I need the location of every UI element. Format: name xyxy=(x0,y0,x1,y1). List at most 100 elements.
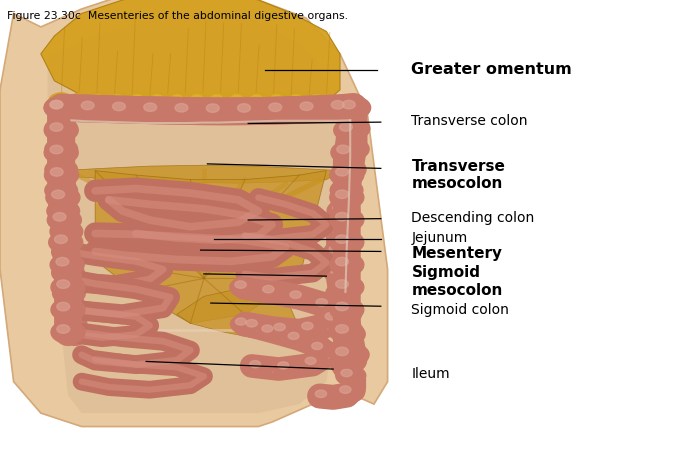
Circle shape xyxy=(51,299,85,321)
Text: Figure 23.30c  Mesenteries of the abdominal digestive organs.: Figure 23.30c Mesenteries of the abdomin… xyxy=(7,11,347,21)
Circle shape xyxy=(296,319,326,339)
Circle shape xyxy=(333,159,366,180)
Circle shape xyxy=(336,257,348,266)
Circle shape xyxy=(331,101,344,109)
Circle shape xyxy=(290,291,301,299)
Circle shape xyxy=(56,257,69,266)
Circle shape xyxy=(81,101,94,110)
Circle shape xyxy=(107,98,141,121)
Circle shape xyxy=(175,104,188,112)
Circle shape xyxy=(44,97,78,119)
Circle shape xyxy=(269,103,282,112)
Circle shape xyxy=(235,281,246,288)
Circle shape xyxy=(333,203,345,212)
Circle shape xyxy=(274,323,286,331)
Circle shape xyxy=(336,235,348,243)
Circle shape xyxy=(50,121,63,129)
Circle shape xyxy=(51,321,85,343)
Circle shape xyxy=(201,101,234,122)
Circle shape xyxy=(338,327,350,335)
Circle shape xyxy=(337,344,369,365)
Circle shape xyxy=(50,163,63,171)
Circle shape xyxy=(47,200,80,222)
Circle shape xyxy=(302,322,313,330)
Circle shape xyxy=(311,295,341,315)
Circle shape xyxy=(207,104,219,112)
Text: Sigmoid
mesocolon: Sigmoid mesocolon xyxy=(411,265,503,298)
Circle shape xyxy=(57,302,70,311)
Circle shape xyxy=(258,282,288,302)
Circle shape xyxy=(336,302,348,311)
Circle shape xyxy=(320,309,350,329)
Circle shape xyxy=(50,145,63,154)
Circle shape xyxy=(50,221,83,242)
Circle shape xyxy=(45,97,78,119)
Circle shape xyxy=(339,123,352,131)
Circle shape xyxy=(336,325,348,333)
Circle shape xyxy=(138,99,172,122)
Circle shape xyxy=(53,212,66,221)
Circle shape xyxy=(50,167,63,176)
Circle shape xyxy=(231,95,242,102)
Circle shape xyxy=(58,286,71,295)
Circle shape xyxy=(56,303,88,325)
Circle shape xyxy=(340,386,351,393)
Circle shape xyxy=(230,277,260,297)
Circle shape xyxy=(269,320,299,340)
Circle shape xyxy=(324,241,356,263)
Circle shape xyxy=(50,101,63,109)
Circle shape xyxy=(330,352,341,360)
Circle shape xyxy=(250,361,260,368)
Circle shape xyxy=(48,209,82,231)
Circle shape xyxy=(268,93,292,109)
Circle shape xyxy=(330,186,364,209)
Circle shape xyxy=(330,276,364,299)
Circle shape xyxy=(57,245,69,253)
Circle shape xyxy=(326,97,359,119)
Circle shape xyxy=(152,95,163,102)
Circle shape xyxy=(61,307,73,315)
Polygon shape xyxy=(48,13,340,413)
Circle shape xyxy=(329,245,341,253)
Circle shape xyxy=(337,97,371,119)
Circle shape xyxy=(339,163,352,171)
Circle shape xyxy=(330,209,364,231)
Circle shape xyxy=(52,262,84,284)
Circle shape xyxy=(278,362,289,369)
Text: Jejunum: Jejunum xyxy=(411,231,468,245)
Circle shape xyxy=(334,119,368,141)
Circle shape xyxy=(305,357,316,365)
Circle shape xyxy=(248,93,272,109)
Circle shape xyxy=(57,280,70,288)
Text: Mesentery: Mesentery xyxy=(411,246,503,261)
Circle shape xyxy=(109,93,133,109)
Polygon shape xyxy=(41,0,340,117)
Circle shape xyxy=(310,387,340,406)
Circle shape xyxy=(336,212,348,221)
Circle shape xyxy=(342,348,354,356)
Circle shape xyxy=(336,167,348,176)
Circle shape xyxy=(75,97,109,120)
Circle shape xyxy=(52,204,65,212)
Circle shape xyxy=(52,282,85,304)
Circle shape xyxy=(45,97,78,119)
Circle shape xyxy=(144,103,156,111)
Circle shape xyxy=(170,100,203,122)
Circle shape xyxy=(208,93,233,109)
Circle shape xyxy=(325,313,337,320)
Circle shape xyxy=(44,164,78,186)
Circle shape xyxy=(44,141,78,164)
Circle shape xyxy=(228,93,252,109)
Circle shape xyxy=(331,286,344,294)
Circle shape xyxy=(288,93,312,109)
Text: Transverse colon: Transverse colon xyxy=(411,114,528,128)
Text: Ileum: Ileum xyxy=(411,366,450,381)
Circle shape xyxy=(331,141,365,164)
Circle shape xyxy=(269,103,282,111)
Circle shape xyxy=(45,159,78,180)
Circle shape xyxy=(69,93,93,109)
Polygon shape xyxy=(95,171,326,323)
Circle shape xyxy=(311,343,322,350)
Circle shape xyxy=(237,104,250,112)
Circle shape xyxy=(50,123,63,131)
